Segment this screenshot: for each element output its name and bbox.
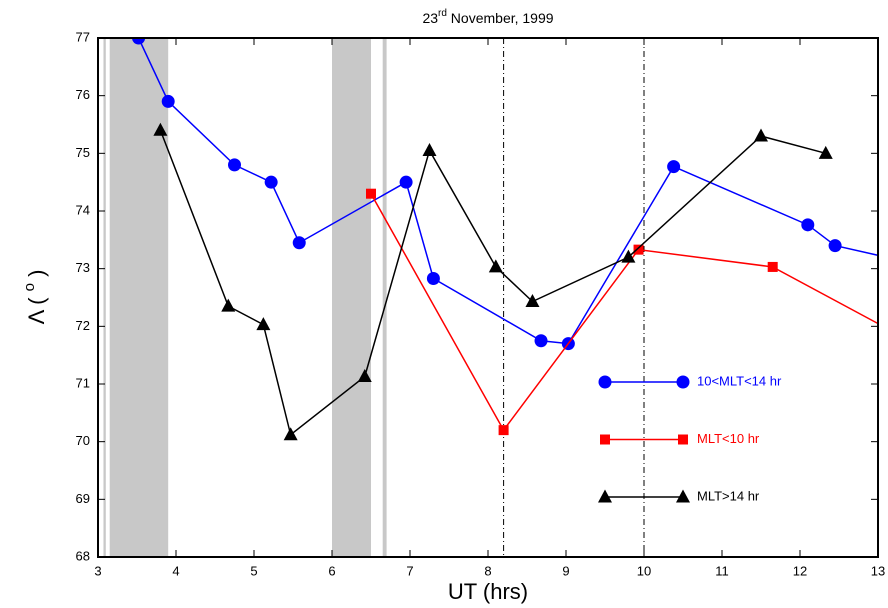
marker xyxy=(292,236,306,250)
y-axis-label: Λ ( o ) xyxy=(21,270,49,325)
y-tick-label: 75 xyxy=(76,145,90,160)
marker xyxy=(534,334,548,348)
y-tick-label: 77 xyxy=(76,29,90,44)
marker xyxy=(357,369,372,383)
marker xyxy=(676,489,690,503)
marker xyxy=(633,244,644,255)
x-tick-label: 12 xyxy=(793,563,807,578)
marker xyxy=(422,142,437,156)
shaded-band xyxy=(103,38,106,557)
marker xyxy=(256,317,271,331)
marker xyxy=(283,427,298,441)
marker xyxy=(598,489,612,503)
marker xyxy=(488,259,503,273)
marker xyxy=(264,175,278,189)
legend-label: MLT>14 hr xyxy=(697,488,760,503)
marker xyxy=(818,145,833,159)
marker xyxy=(767,261,778,272)
plot-frame xyxy=(97,37,879,558)
marker xyxy=(366,188,376,199)
title-rest: November, 1999 xyxy=(447,10,554,26)
title-main: 23 xyxy=(422,10,438,26)
marker xyxy=(228,158,241,172)
x-tick-label: 3 xyxy=(94,563,101,578)
x-tick-label: 13 xyxy=(871,563,885,578)
x-tick-label: 7 xyxy=(406,563,413,578)
chart-title: 23rd November, 1999 xyxy=(422,8,553,26)
shaded-band xyxy=(332,38,371,557)
x-tick-label: 9 xyxy=(562,563,569,578)
marker xyxy=(161,94,175,108)
marker xyxy=(754,128,768,142)
y-tick-label: 72 xyxy=(76,318,90,333)
shaded-band xyxy=(109,38,169,557)
series-line xyxy=(137,38,878,345)
x-tick-label: 8 xyxy=(484,563,491,578)
marker xyxy=(600,434,610,445)
title-sup: rd xyxy=(438,8,447,19)
legend-label: MLT<10 hr xyxy=(697,431,760,446)
marker xyxy=(426,271,440,285)
y-tick-label: 70 xyxy=(76,433,90,448)
marker xyxy=(801,218,815,232)
marker xyxy=(621,249,636,263)
marker xyxy=(153,122,168,136)
y-tick-label: 71 xyxy=(76,375,90,390)
x-tick-label: 4 xyxy=(172,563,179,578)
legend-label: 10<MLT<14 hr xyxy=(697,373,782,388)
y-tick-label: 76 xyxy=(76,87,90,102)
marker xyxy=(525,294,540,308)
x-tick-label: 6 xyxy=(328,563,335,578)
x-tick-label: 11 xyxy=(715,563,729,578)
x-tick-label: 5 xyxy=(250,563,257,578)
ylabel-sup: o xyxy=(21,283,38,291)
marker xyxy=(598,375,612,389)
y-tick-label: 74 xyxy=(76,202,90,217)
series-line xyxy=(159,129,826,437)
y-tick-label: 69 xyxy=(76,491,90,506)
marker xyxy=(828,239,842,253)
x-tick-label: 10 xyxy=(637,563,651,578)
marker xyxy=(667,160,681,174)
ylabel-main: Λ ( xyxy=(24,291,49,324)
marker xyxy=(678,434,688,445)
marker xyxy=(498,425,509,436)
plot-area xyxy=(103,38,878,557)
y-tick-label: 68 xyxy=(76,548,90,563)
x-axis-label: UT (hrs) xyxy=(448,579,528,604)
y-tick-label: 73 xyxy=(76,260,90,275)
marker xyxy=(132,38,146,45)
marker xyxy=(221,298,236,312)
ylabel-rest: ) xyxy=(24,270,49,283)
marker xyxy=(676,375,690,389)
marker xyxy=(399,175,413,189)
shaded-band xyxy=(382,38,387,557)
